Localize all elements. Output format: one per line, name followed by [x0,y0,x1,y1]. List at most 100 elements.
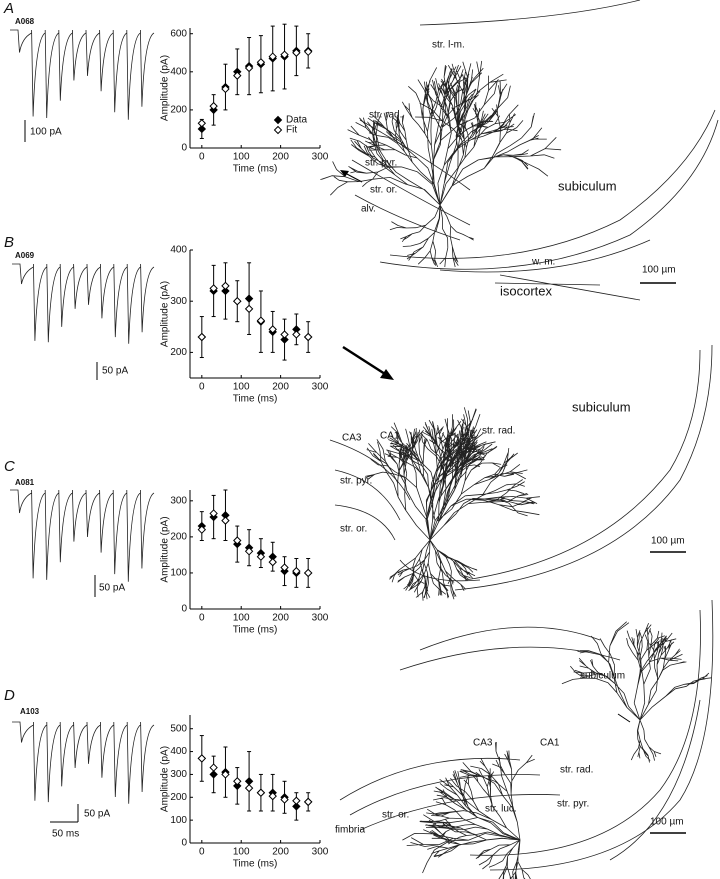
y-tick-label: 400 [170,66,187,77]
x-tick-label: 300 [312,152,329,163]
x-tick-label: 300 [312,382,329,393]
data-point [233,71,242,80]
dendrite-tree [320,60,562,268]
data-point [292,48,301,57]
data-point [233,296,242,306]
current-trace [10,489,155,582]
arrow [340,170,363,183]
anatomy-label: str. rad. [369,110,402,121]
legend-label: Data [286,115,308,126]
data-point [280,335,289,344]
data-point [303,332,313,342]
data-point [256,788,266,797]
data-point [209,770,218,779]
data-point [292,566,301,576]
scale-bar-label: 100 pA [30,127,62,138]
x-tick-label: 0 [199,382,205,393]
x-tick-label: 300 [312,613,329,624]
anatomy-label: isocortex [500,283,553,298]
x-axis-title: Time (ms) [233,625,278,636]
y-axis-title: Amplitude (pA) [160,516,171,582]
legend-marker [273,115,283,125]
data-point [292,802,301,811]
data-point [244,294,254,303]
data-point [244,547,254,556]
y-tick-label: 500 [170,723,187,734]
y-axis-title: Amplitude (pA) [160,746,171,812]
data-point [292,330,301,339]
data-point [268,791,277,801]
x-tick-label: 0 [199,613,205,624]
anatomy-label: str. luc. [485,804,517,815]
y-tick-label: 400 [170,746,187,757]
data-point [303,568,313,578]
anatomy-label: str. or. [370,185,397,196]
y-tick-label: 400 [170,245,187,256]
anatomy-label: str. rad. [482,426,515,437]
data-point [221,770,230,779]
current-trace [10,29,155,120]
dendrite-tree [364,407,540,601]
x-tick-label: 100 [233,613,250,624]
data-point [256,316,266,325]
data-point [244,63,254,73]
data-point [268,325,277,334]
data-point [280,50,289,59]
dendrite-tree [561,621,712,763]
anatomy-label: CA3 [473,738,493,749]
data-point [209,284,218,293]
panel-letter: C [4,458,15,475]
data-point [221,281,230,291]
data-point [197,119,207,128]
panel-letter: D [4,687,15,704]
x-tick-label: 200 [272,613,289,624]
legend-marker [273,125,283,135]
anatomy-label: CA1 [380,431,400,442]
arrow [617,713,631,723]
y-tick-label: 200 [170,347,187,358]
data-point [280,330,289,339]
anatomy-label: w. m. [531,257,555,268]
data-point [197,332,207,342]
anatomy-label: subiculum [558,178,617,193]
anatomy-outlines [329,0,719,871]
x-tick-label: 200 [272,847,289,858]
data-point [244,777,254,786]
data-point [303,797,313,807]
anatomy-label: str. pyr. [340,476,372,487]
data-point [209,763,218,772]
cell-id: A081 [15,478,35,487]
cell-id: A103 [20,707,40,716]
data-point [209,509,218,518]
cell-id: A069 [15,251,35,260]
y-tick-label: 0 [181,838,187,849]
scale-bar-label: 50 pA [102,366,128,377]
panel-letter: B [4,234,14,251]
anatomy-label: fimbria [335,825,365,836]
anatomy-label: 100 µm [642,265,676,276]
anatomy-label: CA3 [342,433,362,444]
y-tick-label: 100 [170,815,187,826]
data-point [197,754,207,763]
x-tick-label: 200 [272,382,289,393]
data-point [221,516,230,525]
anatomy-label: str. pyr. [557,799,589,810]
y-axis-title: Amplitude (pA) [160,55,171,121]
y-tick-label: 200 [170,792,187,803]
x-axis-title: Time (ms) [233,394,278,405]
x-tick-label: 0 [199,152,205,163]
scale-bar-label: 50 ms [52,829,79,840]
data-point [268,52,277,61]
data-point [233,536,242,545]
anatomy-label: 100 µm [651,536,685,547]
x-tick-label: 200 [272,152,289,163]
anatomy-label: CA1 [540,738,560,749]
y-tick-label: 100 [170,568,187,579]
y-tick-label: 300 [170,296,187,307]
y-tick-label: 0 [181,604,187,615]
data-point [209,101,218,111]
data-point [244,783,254,793]
y-tick-label: 300 [170,495,187,506]
y-axis-title: Amplitude (pA) [160,281,171,347]
